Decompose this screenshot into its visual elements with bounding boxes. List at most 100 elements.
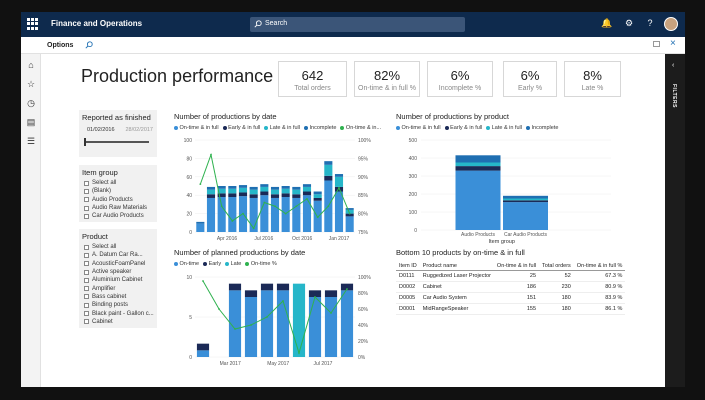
- chart-bar[interactable]: [270, 186, 280, 190]
- chart-bar[interactable]: [217, 186, 226, 189]
- chart-bar[interactable]: [196, 223, 205, 232]
- date-from[interactable]: 01/02/2016: [87, 127, 115, 133]
- legend-item[interactable]: Incomplete: [304, 125, 336, 131]
- avatar[interactable]: [664, 17, 678, 31]
- chart-bar[interactable]: [281, 186, 290, 189]
- chart-bar[interactable]: [260, 290, 274, 357]
- chart-bar[interactable]: [228, 193, 237, 198]
- chart-bar[interactable]: [308, 297, 322, 357]
- star-icon[interactable]: ☆: [26, 79, 36, 89]
- checkbox[interactable]: [84, 286, 89, 292]
- filters-pane[interactable]: ‹ FILTERS: [665, 54, 685, 387]
- chart-bar[interactable]: [292, 189, 301, 195]
- chart-bar[interactable]: [217, 197, 226, 232]
- chart-bar[interactable]: [249, 189, 258, 195]
- checkbox[interactable]: [84, 302, 89, 308]
- chart-bar[interactable]: [228, 188, 237, 194]
- checkbox[interactable]: [84, 213, 89, 219]
- chart-bar[interactable]: [308, 290, 322, 297]
- line-point[interactable]: [327, 205, 330, 208]
- chart-bar[interactable]: [455, 166, 501, 171]
- chart-bar[interactable]: [238, 187, 248, 193]
- chart-bar[interactable]: [260, 186, 269, 192]
- line-point[interactable]: [199, 183, 202, 186]
- table-row[interactable]: D0002 Cabinet 186 230 80.9 %: [396, 281, 626, 293]
- line-point[interactable]: [338, 186, 340, 189]
- product-option[interactable]: Cabinet: [79, 318, 157, 326]
- chart-bar[interactable]: [340, 290, 354, 357]
- product-option[interactable]: Amplifier: [79, 284, 157, 292]
- chart-bar[interactable]: [196, 350, 210, 357]
- chart-bar[interactable]: [260, 191, 269, 196]
- line-point[interactable]: [282, 300, 284, 302]
- chart-bar[interactable]: [249, 194, 258, 198]
- chart-bar[interactable]: [260, 195, 269, 232]
- line-point[interactable]: [252, 227, 255, 230]
- line-point[interactable]: [295, 205, 298, 208]
- chart-bar[interactable]: [324, 290, 338, 297]
- chart-bar[interactable]: [324, 175, 333, 181]
- workspace-icon[interactable]: ▤: [26, 117, 36, 127]
- checkbox[interactable]: [84, 180, 89, 186]
- chart-bar[interactable]: [206, 197, 216, 232]
- item-group-option[interactable]: Car Audio Products: [79, 212, 157, 220]
- line-point[interactable]: [314, 296, 316, 298]
- checkbox[interactable]: [84, 261, 89, 267]
- close-icon[interactable]: ×: [670, 38, 676, 49]
- product-option[interactable]: Black paint - Gallon c...: [79, 309, 157, 317]
- chart-bar[interactable]: [313, 197, 322, 201]
- line-point[interactable]: [266, 316, 268, 318]
- chart-bar[interactable]: [455, 162, 501, 167]
- chart-bar[interactable]: [345, 208, 354, 210]
- chart-bar[interactable]: [345, 209, 354, 214]
- clock-icon[interactable]: ◷: [27, 98, 35, 108]
- line-point[interactable]: [210, 153, 212, 156]
- chart-bar[interactable]: [345, 213, 354, 217]
- productions-by-date-chart[interactable]: 0 20 40 60 80 100 75% 80% 85% 90% 95% 100% Apr 2016 J…: [171, 134, 381, 244]
- product-option[interactable]: Binding posts: [79, 301, 157, 309]
- product-option[interactable]: Bass cabinet: [79, 293, 157, 301]
- product-option[interactable]: A. Datum Car Ra...: [79, 251, 157, 259]
- legend-item[interactable]: On-time: [174, 261, 199, 267]
- chart-bar[interactable]: [217, 188, 226, 194]
- item-group-option[interactable]: (Blank): [79, 187, 157, 195]
- chart-bar[interactable]: [228, 283, 242, 291]
- checkbox[interactable]: [84, 205, 89, 211]
- chart-bar[interactable]: [238, 192, 248, 197]
- legend-item[interactable]: On-time & in...: [340, 125, 381, 131]
- chart-bar[interactable]: [302, 191, 312, 196]
- chart-bar[interactable]: [281, 188, 290, 194]
- chart-bar[interactable]: [206, 194, 216, 198]
- chart-bar[interactable]: [302, 186, 312, 192]
- chart-bar[interactable]: [503, 195, 548, 199]
- legend-item[interactable]: On-time %: [245, 261, 277, 267]
- bell-icon[interactable]: 🔔: [601, 18, 613, 28]
- product-option[interactable]: Select all: [79, 243, 157, 251]
- checkbox[interactable]: [84, 294, 89, 300]
- date-to[interactable]: 28/02/2017: [125, 127, 153, 133]
- chart-bar[interactable]: [244, 297, 258, 357]
- chart-bar[interactable]: [334, 191, 344, 232]
- checkbox[interactable]: [84, 188, 89, 194]
- column-header[interactable]: On-time & in full %: [573, 262, 626, 271]
- legend-item[interactable]: Late: [225, 261, 241, 267]
- table-row[interactable]: D0005 Car Audio System 151 180 83.9 %: [396, 292, 626, 304]
- line-point[interactable]: [218, 308, 220, 310]
- chart-bar[interactable]: [206, 186, 216, 190]
- legend-item[interactable]: On-time & in full: [174, 125, 219, 131]
- chart-bar[interactable]: [217, 193, 226, 198]
- line-point[interactable]: [202, 280, 204, 282]
- gear-icon[interactable]: ⚙: [624, 18, 634, 28]
- chart-bar[interactable]: [503, 200, 548, 203]
- chart-bar[interactable]: [196, 343, 210, 351]
- chart-bar[interactable]: [302, 195, 312, 232]
- chart-bar[interactable]: [244, 290, 258, 297]
- search-icon[interactable]: [85, 41, 93, 49]
- chart-bar[interactable]: [270, 197, 280, 232]
- checkbox[interactable]: [84, 244, 89, 250]
- chart-bar[interactable]: [345, 216, 354, 232]
- checkbox[interactable]: [84, 252, 89, 258]
- app-launcher-icon[interactable]: [27, 18, 39, 30]
- chart-bar[interactable]: [270, 194, 280, 198]
- checkbox[interactable]: [84, 277, 89, 283]
